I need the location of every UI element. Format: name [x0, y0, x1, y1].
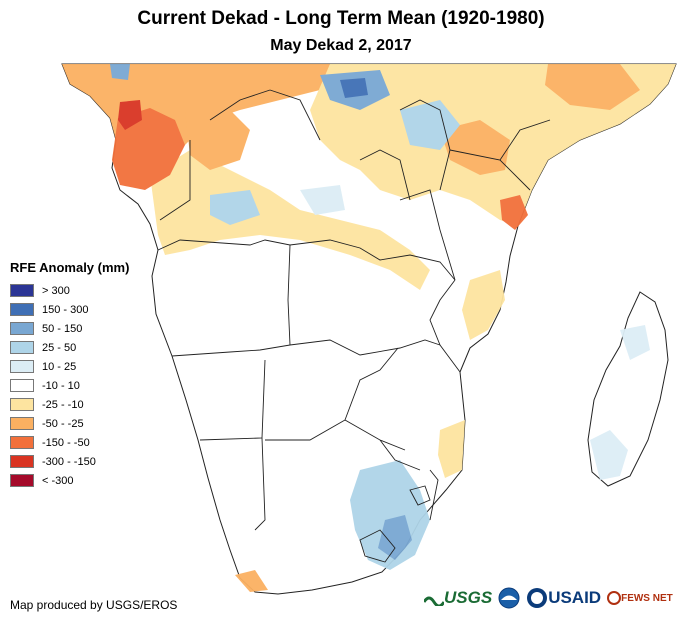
- legend-label: -10 - 10: [42, 379, 80, 392]
- legend-label: > 300: [42, 284, 70, 297]
- fewsnet-logo[interactable]: FEWS NET: [607, 591, 673, 605]
- legend-swatch: [10, 436, 34, 449]
- legend-item: 50 - 150: [10, 319, 160, 338]
- legend-swatch: [10, 398, 34, 411]
- legend-swatch: [10, 303, 34, 316]
- country-borders: [157, 89, 551, 563]
- partner-logos: USGS USAID FEWS NET: [424, 582, 679, 614]
- usaid-logo[interactable]: USAID: [526, 587, 601, 609]
- legend-swatch: [10, 455, 34, 468]
- legend-item: -10 - 10: [10, 376, 160, 395]
- legend-title: RFE Anomaly (mm): [10, 260, 130, 275]
- legend: RFE Anomaly (mm) > 300 150 - 300 50 - 150 2…: [10, 260, 160, 490]
- legend-item: 10 - 25: [10, 357, 160, 376]
- legend-swatch: [10, 360, 34, 373]
- fewsnet-icon: [607, 591, 622, 605]
- legend-swatch: [10, 417, 34, 430]
- noaa-logo[interactable]: [498, 587, 520, 609]
- noaa-icon: [498, 587, 520, 609]
- legend-swatch: [10, 341, 34, 354]
- legend-swatch: [10, 322, 34, 335]
- legend-item: 25 - 50: [10, 338, 160, 357]
- legend-label: 150 - 300: [42, 303, 89, 316]
- usgs-wave-icon: [424, 596, 444, 606]
- legend-label: -150 - -50: [42, 436, 90, 449]
- map-subtitle: May Dekad 2, 2017: [270, 37, 412, 54]
- legend-label: 50 - 150: [42, 322, 83, 335]
- legend-item: -25 - -10: [10, 395, 160, 414]
- legend-label: 10 - 25: [42, 360, 77, 373]
- map-title: Current Dekad - Long Term Mean (1920-198…: [137, 8, 545, 29]
- legend-item: -50 - -25: [10, 414, 160, 433]
- legend-label: < -300: [42, 474, 74, 487]
- legend-swatch: [10, 474, 34, 487]
- legend-item: > 300: [10, 281, 160, 300]
- legend-swatch: [10, 284, 34, 297]
- legend-label: -25 - -10: [42, 398, 84, 411]
- legend-item: -300 - -150: [10, 452, 160, 471]
- anomaly-shading: [62, 64, 676, 592]
- legend-label: -300 - -150: [42, 455, 96, 468]
- map-credit: Map produced by USGS/EROS: [10, 598, 178, 612]
- legend-item: 150 - 300: [10, 300, 160, 319]
- legend-item: -150 - -50: [10, 433, 160, 452]
- legend-label: -50 - -25: [42, 417, 84, 430]
- legend-item: < -300: [10, 471, 160, 490]
- usaid-seal-icon: [527, 588, 548, 608]
- legend-swatch: [10, 379, 34, 392]
- legend-label: 25 - 50: [42, 341, 77, 354]
- usgs-logo[interactable]: USGS: [424, 588, 492, 608]
